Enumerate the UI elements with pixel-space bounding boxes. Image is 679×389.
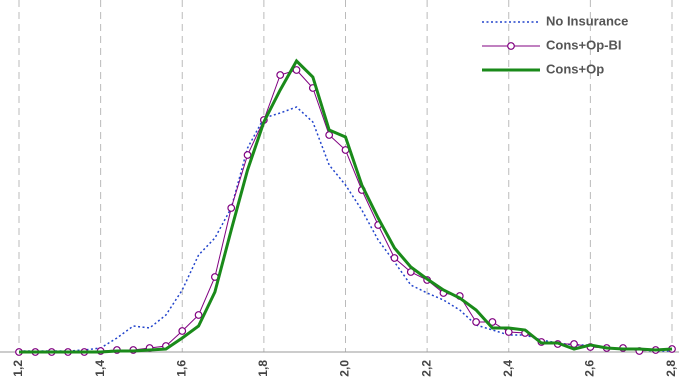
legend-label: Cons+Op — [546, 61, 604, 76]
x-tick-label: 2,8 — [664, 360, 678, 377]
x-tick-label: 1,2 — [11, 360, 25, 377]
legend-label: No Insurance — [546, 13, 628, 28]
marker — [472, 318, 481, 326]
marker — [488, 318, 497, 326]
x-tick-label: 2,0 — [338, 360, 352, 377]
marker — [570, 340, 578, 348]
x-tick-label: 2,2 — [419, 360, 433, 377]
marker — [243, 151, 252, 159]
x-tick-label: 1,6 — [174, 360, 188, 377]
marker — [390, 254, 399, 262]
marker — [325, 131, 334, 139]
x-tick-label: 1,8 — [256, 360, 270, 377]
marker — [276, 71, 285, 79]
x-tick-label: 1,4 — [93, 360, 107, 377]
series-line — [19, 58, 673, 354]
marker — [178, 327, 187, 335]
legend-marker — [507, 42, 515, 50]
marker — [292, 66, 301, 74]
series-line — [19, 106, 672, 352]
x-tick-label: 2,4 — [501, 360, 515, 377]
legend-label: Cons+Op-BI — [546, 37, 621, 52]
marker — [227, 204, 236, 212]
x-tick-label: 2,6 — [583, 360, 597, 377]
marker — [194, 311, 203, 319]
